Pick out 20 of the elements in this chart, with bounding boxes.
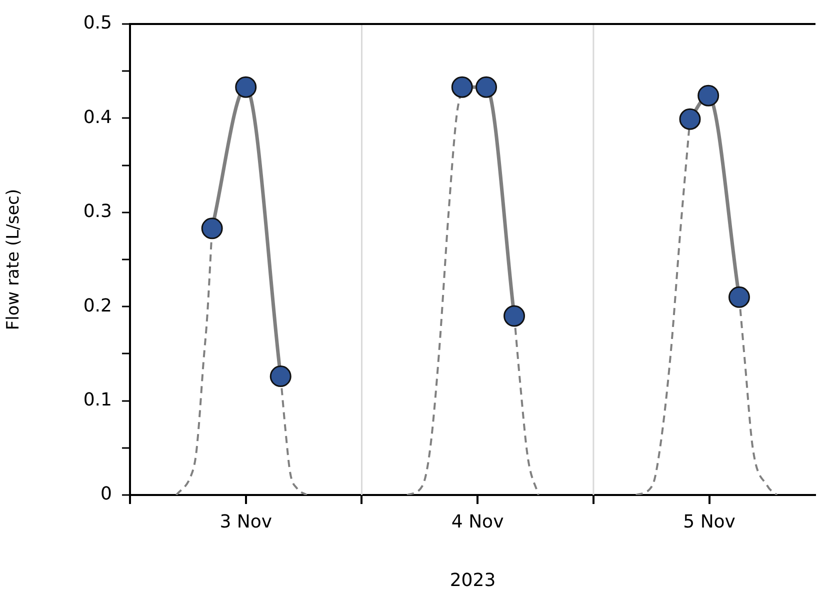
y-tick-label: 0.3 — [83, 201, 112, 222]
y-tick-label: 0 — [100, 484, 112, 505]
y-tick-label: 0.2 — [83, 295, 112, 316]
x-tick-label: 5 Nov — [683, 511, 736, 532]
point — [728, 286, 750, 308]
y-tick-label: 0.4 — [83, 106, 112, 128]
point — [270, 366, 292, 388]
y-axis-title: Flow rate (L/sec) — [4, 188, 24, 330]
y-tick-label: 0.1 — [83, 389, 112, 410]
x-tick-label: 3 Nov — [220, 511, 272, 532]
point — [201, 218, 223, 240]
point — [504, 305, 526, 327]
point — [476, 76, 498, 98]
point — [235, 76, 257, 98]
x-axis-title: 2023 — [450, 570, 496, 591]
point — [451, 76, 473, 98]
point — [679, 108, 701, 130]
y-tick-label: 0.5 — [83, 12, 112, 34]
point — [698, 84, 720, 106]
x-tick-label: 4 Nov — [451, 511, 504, 532]
